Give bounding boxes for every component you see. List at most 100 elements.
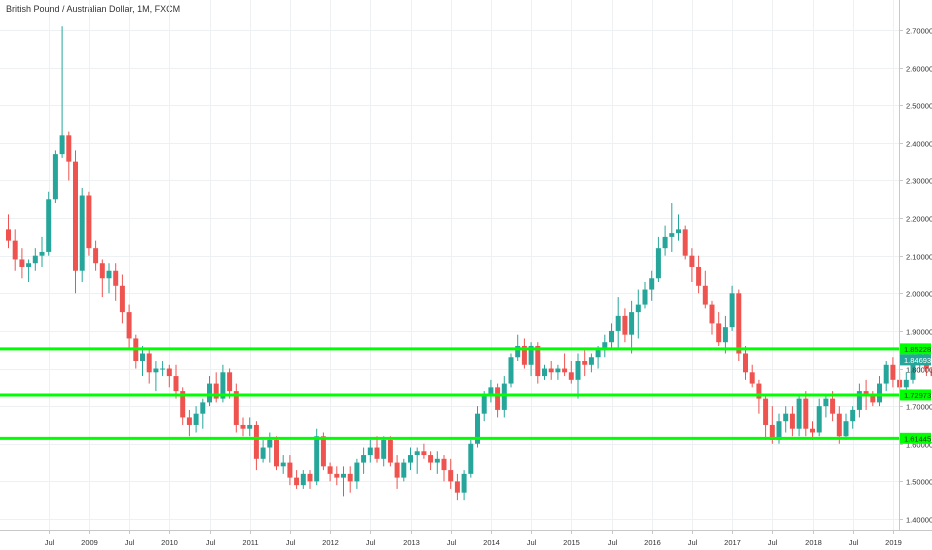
candle — [816, 398, 822, 437]
candle-body — [247, 424, 253, 429]
x-tick-label: 2016 — [644, 538, 661, 547]
candle-body — [803, 398, 809, 429]
candle-body — [153, 368, 159, 373]
candle — [796, 394, 802, 437]
candle-body — [166, 368, 172, 377]
candle — [341, 466, 346, 497]
candle-body — [233, 391, 239, 425]
candle — [689, 248, 695, 283]
candle-body — [548, 368, 554, 373]
candle-body — [367, 447, 373, 456]
candle — [696, 255, 702, 294]
candle-body — [314, 436, 320, 482]
candle — [274, 436, 279, 471]
candle-body — [213, 383, 219, 399]
candle-body — [113, 270, 119, 286]
candle — [555, 364, 561, 380]
level-price-tag: 1.85228 — [900, 343, 931, 355]
candle-body — [320, 436, 326, 467]
candle-body — [387, 440, 393, 463]
horizontal-gridlines — [0, 30, 899, 520]
candle-body — [769, 424, 775, 441]
candle — [367, 440, 373, 463]
x-tick-label: 2009 — [81, 538, 98, 547]
candle — [207, 376, 212, 407]
candle-body — [334, 473, 340, 478]
candle — [32, 248, 38, 271]
y-tick-label: 2.00000 — [906, 290, 932, 299]
candle-body — [240, 424, 246, 429]
candle — [461, 470, 467, 501]
candle — [582, 349, 588, 377]
level-tag-bg — [900, 343, 931, 355]
candle-body — [930, 368, 932, 377]
candle-body — [253, 424, 259, 459]
candle — [542, 364, 547, 380]
candle — [602, 334, 608, 358]
candle-body — [381, 440, 387, 459]
candle-body — [669, 233, 675, 237]
candle-body — [521, 345, 527, 365]
level-tag-bg — [900, 389, 931, 401]
candle-body — [736, 293, 742, 354]
candle-body — [307, 473, 313, 482]
candle-body — [863, 391, 869, 395]
candle-body — [783, 413, 789, 422]
candle-body — [508, 357, 514, 384]
candle — [300, 470, 306, 489]
candle-body — [52, 154, 58, 200]
candle — [280, 455, 286, 474]
candle — [247, 417, 253, 437]
candle — [166, 364, 172, 388]
candle — [568, 361, 574, 384]
candle — [46, 191, 52, 256]
candle-body — [32, 255, 38, 264]
candle — [709, 300, 715, 335]
candle — [649, 270, 655, 301]
candle-body — [39, 251, 45, 256]
candle-body — [676, 229, 681, 234]
candle-body — [26, 263, 32, 267]
candle — [877, 376, 882, 407]
candle-body — [789, 413, 795, 429]
candle — [39, 236, 45, 267]
candle-body — [696, 266, 702, 286]
candle — [756, 379, 762, 414]
candle — [495, 383, 501, 418]
candle-body — [421, 451, 427, 456]
candle-body — [401, 462, 407, 478]
candle-body — [220, 372, 226, 399]
candle — [334, 466, 340, 486]
candle-body — [361, 455, 367, 463]
time-axis[interactable]: Jul 2009 Jul 2010 Jul 2011 Jul 2012 Jul 2013 Jul 20… — [45, 530, 902, 547]
candle-body — [260, 447, 266, 459]
candle-body — [682, 229, 688, 256]
x-tick-label: Jul — [849, 538, 859, 547]
y-tick-label: 2.30000 — [906, 177, 932, 186]
y-tick-label: 1.80000 — [906, 366, 932, 375]
price-axis[interactable]: 2.70000 2.60000 2.50000 2.40000 2.30000 2.200… — [899, 27, 932, 525]
candle-body — [615, 315, 621, 331]
candle — [126, 304, 132, 350]
y-tick-label: 1.60000 — [906, 441, 932, 450]
level-tag-label: 1.85228 — [904, 345, 931, 354]
candle-body — [501, 383, 507, 410]
candle-body — [200, 402, 206, 414]
candle — [789, 406, 795, 437]
candle — [86, 191, 92, 256]
vertical-gridlines — [49, 0, 894, 530]
candle — [883, 361, 889, 392]
candle-body — [468, 443, 474, 474]
candle-body — [300, 473, 306, 486]
candle-body — [903, 379, 909, 388]
candle-body — [495, 387, 501, 410]
candle — [213, 372, 219, 403]
candle-body — [294, 477, 300, 486]
candle-body — [635, 304, 641, 313]
x-tick-label: 2017 — [724, 538, 741, 547]
candle-body — [836, 413, 842, 437]
candle-body — [394, 462, 400, 478]
candle — [414, 447, 420, 474]
